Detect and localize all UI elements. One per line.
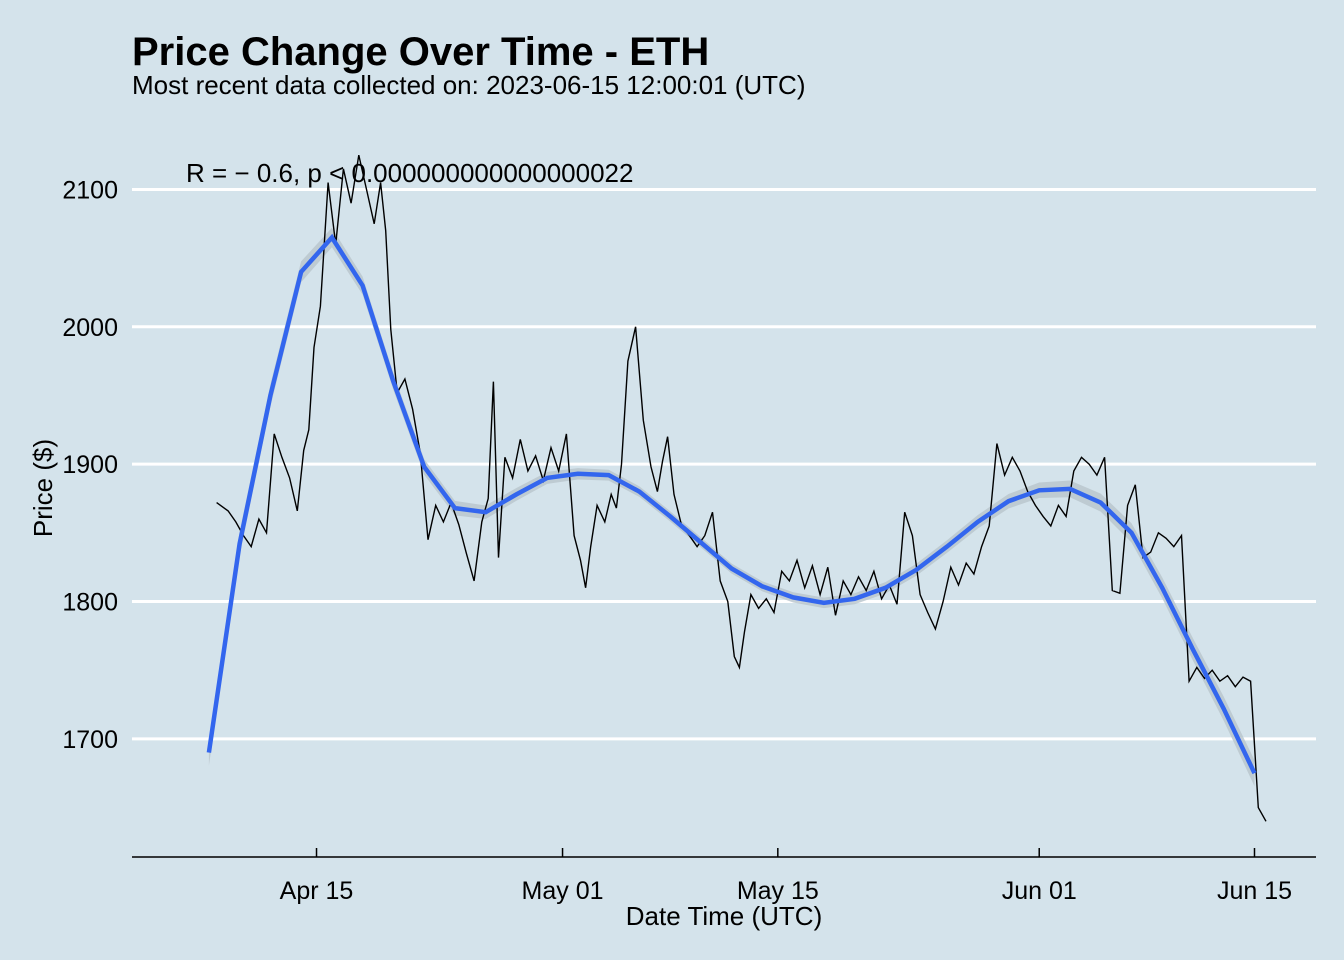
x-tick-label: Jun 01 xyxy=(1002,877,1077,905)
y-tick-label: 1900 xyxy=(62,451,118,479)
y-axis-ticks: 1700 1800 1900 2000 2100 xyxy=(62,176,118,753)
x-tick-label: Jun 15 xyxy=(1217,877,1292,905)
y-tick-label: 1700 xyxy=(62,726,118,754)
x-tick-label: May 15 xyxy=(737,877,819,905)
chart-title: Price Change Over Time - ETH xyxy=(132,30,710,74)
x-tick-label: May 01 xyxy=(522,877,604,905)
x-axis-title: Date Time (UTC) xyxy=(626,901,822,931)
x-axis-ticks: Apr 15 May 01 May 15 Jun 01 Jun 15 xyxy=(280,848,1292,905)
y-tick-label: 2100 xyxy=(62,176,118,204)
smooth-trend-line xyxy=(206,233,1257,775)
price-line xyxy=(216,154,1267,822)
x-tick-label: Apr 15 xyxy=(280,877,354,905)
correlation-annotation: R = − 0.6, p < 0.000000000000000022 xyxy=(186,158,633,188)
y-tick-label: 2000 xyxy=(62,314,118,342)
chart-subtitle: Most recent data collected on: 2023-06-1… xyxy=(132,70,806,100)
y-axis-title: Price ($) xyxy=(28,439,58,537)
y-tick-label: 1800 xyxy=(62,589,118,617)
smooth-confidence-band xyxy=(208,227,1255,787)
